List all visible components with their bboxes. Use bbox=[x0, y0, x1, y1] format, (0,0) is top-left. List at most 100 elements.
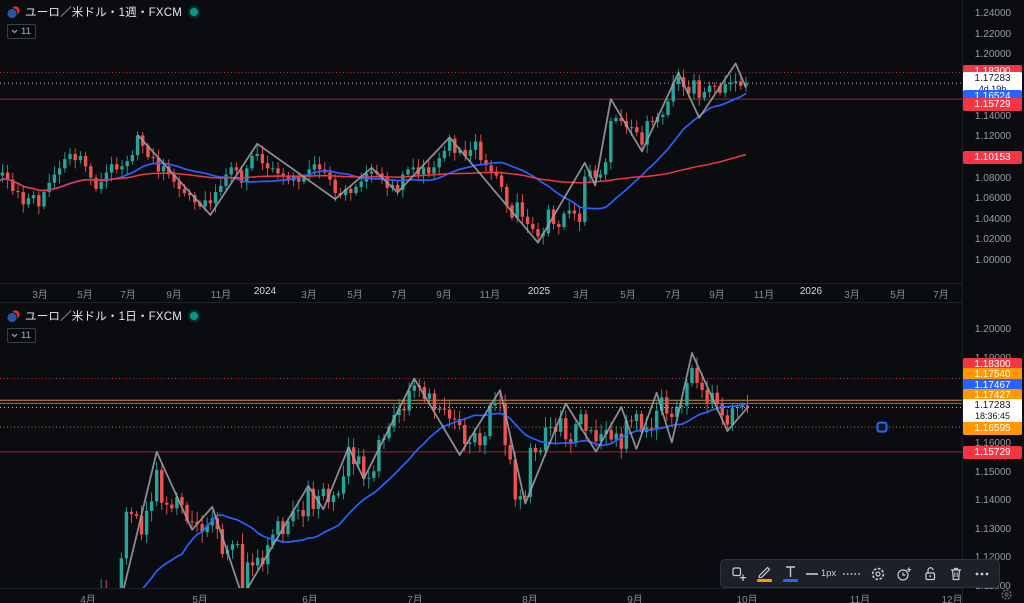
settings-button[interactable] bbox=[865, 562, 890, 586]
drawing-color-button[interactable] bbox=[752, 562, 777, 586]
unlock-icon bbox=[924, 567, 935, 581]
line-style-button[interactable] bbox=[839, 562, 864, 586]
moving-average-line[interactable] bbox=[0, 92, 747, 210]
market-status-dot[interactable] bbox=[189, 8, 198, 16]
daily-time-axis[interactable] bbox=[0, 588, 962, 603]
time-tick: 5月 bbox=[347, 290, 363, 301]
line-width-label: 1px bbox=[820, 567, 837, 579]
moving-average-line[interactable] bbox=[0, 153, 747, 192]
time-tick: 9月 bbox=[709, 290, 725, 301]
time-tick: 5月 bbox=[620, 290, 636, 301]
time-tick: 3月 bbox=[301, 290, 317, 301]
current-price-value: 1.17283 bbox=[974, 400, 1011, 411]
line-width-button[interactable]: 1px bbox=[804, 562, 838, 586]
time-tick: 8月 bbox=[522, 595, 538, 603]
time-tick: 11月 bbox=[210, 290, 232, 301]
price-axis[interactable] bbox=[962, 0, 1024, 603]
price-tick: 1.00000 bbox=[974, 255, 1012, 266]
time-tick: 5月 bbox=[192, 595, 208, 603]
gear-icon bbox=[1001, 589, 1012, 600]
price-tick: 1.04000 bbox=[974, 214, 1012, 225]
price-tick: 1.22000 bbox=[974, 29, 1012, 40]
weekly-chart-canvas[interactable] bbox=[0, 0, 962, 283]
indicator-count: 11 bbox=[21, 25, 31, 37]
candles-layer bbox=[100, 357, 750, 588]
time-tick: 5月 bbox=[77, 290, 93, 301]
time-tick: 9月 bbox=[436, 290, 452, 301]
line-anchor-handle[interactable] bbox=[876, 421, 888, 433]
time-tick: 5月 bbox=[890, 290, 906, 301]
alarm-clock-add-icon bbox=[896, 567, 911, 581]
pencil-accent-bar bbox=[757, 579, 772, 582]
moving-average-line[interactable] bbox=[86, 402, 748, 588]
price-tick: 1.20000 bbox=[974, 49, 1012, 60]
trash-icon bbox=[950, 567, 961, 581]
text-icon bbox=[786, 566, 795, 578]
add-objects-button[interactable] bbox=[726, 562, 751, 586]
chevron-down-icon bbox=[11, 29, 18, 33]
delete-button[interactable] bbox=[943, 562, 968, 586]
time-tick: 2025 bbox=[527, 286, 551, 297]
symbol-title[interactable]: ユーロ／米ドル・1日・FXCM bbox=[25, 311, 182, 323]
price-tick: 1.14000 bbox=[974, 495, 1012, 506]
current-price-value: 1.17283 bbox=[974, 73, 1011, 84]
price-level-label: 1.17540 bbox=[963, 367, 1022, 381]
daily-chart-canvas[interactable] bbox=[0, 302, 962, 588]
bar-countdown: 4d 19h bbox=[963, 84, 1022, 95]
time-tick: 7月 bbox=[407, 595, 423, 603]
axis-settings-button[interactable] bbox=[1000, 588, 1013, 603]
line-icon bbox=[805, 572, 818, 575]
symbol-pair-icon bbox=[7, 309, 20, 323]
time-tick: 10月 bbox=[736, 595, 758, 603]
price-tick: 1.02000 bbox=[974, 234, 1012, 245]
time-tick: 9月 bbox=[627, 595, 643, 603]
symbol-pair-icon bbox=[7, 5, 20, 19]
weekly-time-axis[interactable] bbox=[0, 283, 962, 303]
price-level-label: 1.16595 bbox=[963, 421, 1022, 435]
time-tick: 9月 bbox=[166, 290, 182, 301]
time-tick: 3月 bbox=[573, 290, 589, 301]
time-tick: 11月 bbox=[849, 595, 871, 603]
dotted-line-icon bbox=[842, 572, 861, 575]
more-options-button[interactable] bbox=[969, 562, 994, 586]
symbol-title-row[interactable]: ユーロ／米ドル・1日・FXCM bbox=[7, 308, 198, 324]
bar-countdown: 18:36:45 bbox=[974, 411, 1011, 421]
candles-layer bbox=[0, 68, 748, 245]
price-tick: 1.24000 bbox=[974, 8, 1012, 19]
time-tick: 12月 bbox=[941, 595, 963, 603]
market-status-dot[interactable] bbox=[189, 312, 198, 320]
time-tick: 7月 bbox=[120, 290, 136, 301]
time-tick: 2024 bbox=[253, 286, 277, 297]
symbol-title[interactable]: ユーロ／米ドル・1週・FXCM bbox=[25, 7, 182, 19]
price-level-label: 1.17427 bbox=[963, 388, 1022, 402]
indicator-count-badge[interactable]: 11 bbox=[7, 328, 36, 343]
time-tick: 11月 bbox=[753, 290, 775, 301]
chevron-down-icon bbox=[11, 333, 18, 337]
current-price-label: 1.17283 18:36:45 bbox=[963, 399, 1022, 423]
time-tick: 3月 bbox=[32, 290, 48, 301]
lock-button[interactable] bbox=[917, 562, 942, 586]
price-tick: 1.12000 bbox=[974, 552, 1012, 563]
text-color-button[interactable] bbox=[778, 562, 803, 586]
indicator-count-badge[interactable]: 11 bbox=[7, 24, 36, 39]
time-tick: 7月 bbox=[933, 290, 949, 301]
time-tick: 4月 bbox=[80, 595, 96, 603]
indicator-count: 11 bbox=[21, 329, 31, 341]
daily-legend: ユーロ／米ドル・1日・FXCM 11 bbox=[7, 308, 198, 343]
time-tick: 2026 bbox=[799, 286, 823, 297]
time-tick: 7月 bbox=[391, 290, 407, 301]
price-level-label: 1.17467 bbox=[963, 378, 1022, 392]
zigzag-indicator-line[interactable] bbox=[136, 62, 747, 244]
objects-template-icon bbox=[731, 566, 746, 581]
price-tick: 1.16000 bbox=[974, 438, 1012, 449]
price-tick: 1.08000 bbox=[974, 173, 1012, 184]
gear-icon bbox=[871, 567, 884, 580]
price-tick: 1.14000 bbox=[974, 111, 1012, 122]
pencil-icon bbox=[758, 566, 771, 579]
symbol-title-row[interactable]: ユーロ／米ドル・1週・FXCM bbox=[7, 4, 198, 20]
price-tick: 1.13000 bbox=[974, 524, 1012, 535]
zigzag-indicator-line[interactable] bbox=[101, 352, 749, 588]
alert-button[interactable] bbox=[891, 562, 916, 586]
price-tick: 1.15000 bbox=[974, 467, 1012, 478]
